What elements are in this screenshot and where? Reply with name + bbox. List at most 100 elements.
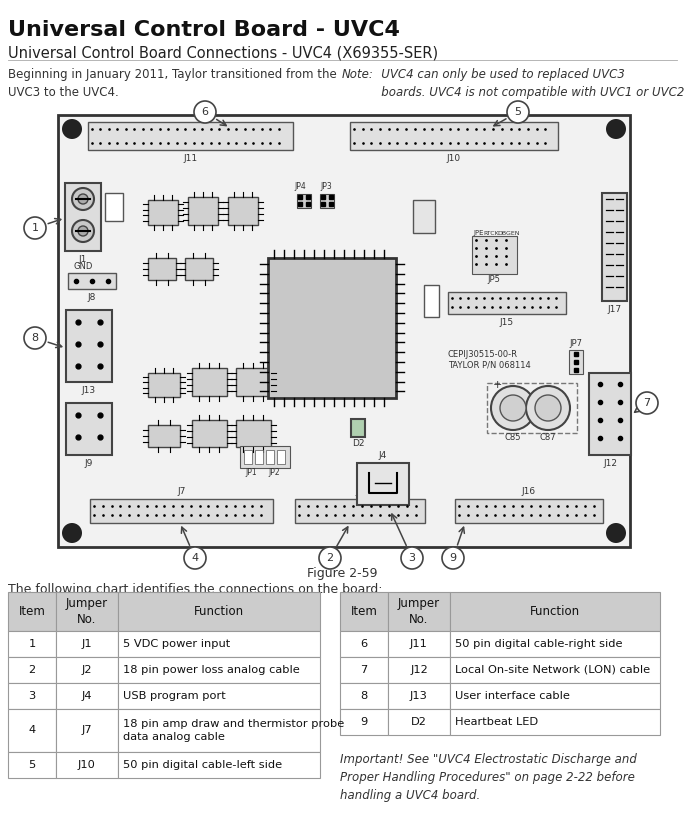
Bar <box>569 350 583 374</box>
Text: J11: J11 <box>184 154 197 163</box>
Bar <box>277 450 285 464</box>
Text: JP5: JP5 <box>488 275 501 284</box>
Text: 9: 9 <box>449 553 457 563</box>
Bar <box>424 285 439 317</box>
Bar <box>388 657 450 683</box>
Bar <box>413 200 435 233</box>
Text: J17: J17 <box>608 305 621 314</box>
Circle shape <box>319 547 341 569</box>
Circle shape <box>535 395 561 421</box>
Text: 7: 7 <box>643 398 651 408</box>
Text: CEPIJ30515-00-R: CEPIJ30515-00-R <box>448 350 518 359</box>
Text: Item: Item <box>351 605 377 618</box>
Text: J2: J2 <box>356 487 364 496</box>
Text: Figure 2-59: Figure 2-59 <box>307 567 377 580</box>
Bar <box>56 752 118 778</box>
Bar <box>118 657 320 683</box>
Bar <box>448 292 566 314</box>
Bar <box>240 446 290 468</box>
Circle shape <box>24 217 46 239</box>
Bar <box>68 273 116 289</box>
Text: Universal Control Board Connections - UVC4 (X69355-SER): Universal Control Board Connections - UV… <box>8 46 438 61</box>
Bar <box>118 709 320 752</box>
Text: J10: J10 <box>78 760 96 770</box>
Text: Universal Control Board - UVC4: Universal Control Board - UVC4 <box>8 20 400 40</box>
Text: J12: J12 <box>603 459 617 468</box>
Circle shape <box>24 327 46 349</box>
Text: JP3: JP3 <box>320 182 332 191</box>
Bar <box>118 592 320 631</box>
Bar <box>236 368 271 396</box>
Circle shape <box>606 523 626 543</box>
Bar <box>148 425 180 447</box>
Text: 5 VDC power input: 5 VDC power input <box>123 639 230 649</box>
Text: 5: 5 <box>514 107 521 117</box>
Text: TAYLOR P/N 068114: TAYLOR P/N 068114 <box>448 360 531 369</box>
Text: 6: 6 <box>360 639 368 649</box>
Circle shape <box>194 101 216 123</box>
Bar <box>192 420 227 447</box>
Circle shape <box>62 523 82 543</box>
Bar <box>450 683 660 709</box>
Bar <box>188 197 218 225</box>
Text: J1: J1 <box>82 639 92 649</box>
Bar <box>450 592 660 631</box>
Bar <box>118 631 320 657</box>
Circle shape <box>491 386 535 430</box>
Circle shape <box>526 386 570 430</box>
Bar <box>8 657 56 683</box>
Bar <box>340 683 388 709</box>
Text: The following chart identifies the connections on the board:: The following chart identifies the conne… <box>8 583 382 596</box>
Bar <box>350 122 558 150</box>
Bar <box>340 592 388 631</box>
Text: J7: J7 <box>82 726 92 736</box>
Text: J13: J13 <box>410 691 428 701</box>
Text: JP2: JP2 <box>268 468 279 477</box>
Bar <box>66 310 112 382</box>
Bar <box>340 657 388 683</box>
Bar <box>56 709 118 752</box>
Bar <box>268 258 396 398</box>
Text: J4: J4 <box>379 451 387 460</box>
Text: 2: 2 <box>327 553 334 563</box>
Text: 50 pin digital cable-right side: 50 pin digital cable-right side <box>455 639 623 649</box>
Bar <box>56 592 118 631</box>
Text: 7: 7 <box>360 665 368 675</box>
Circle shape <box>78 194 88 204</box>
Bar <box>589 373 631 455</box>
Text: RTCK: RTCK <box>483 231 499 236</box>
Text: D2: D2 <box>352 439 364 448</box>
Circle shape <box>184 547 206 569</box>
Text: 4: 4 <box>29 726 36 736</box>
Text: Beginning in January 2011, Taylor transitioned from the
UVC3 to the UVC4.: Beginning in January 2011, Taylor transi… <box>8 68 337 99</box>
Text: 18 pin amp draw and thermistor probe
data analog cable: 18 pin amp draw and thermistor probe dat… <box>123 719 345 741</box>
Text: JPE: JPE <box>473 230 484 236</box>
Bar <box>357 463 409 505</box>
Text: Heartbeat LED: Heartbeat LED <box>455 717 538 727</box>
Text: 3: 3 <box>408 553 416 563</box>
Text: User interface cable: User interface cable <box>455 691 570 701</box>
Bar <box>472 236 517 274</box>
Bar <box>185 258 213 280</box>
Bar <box>8 709 56 752</box>
Text: 1: 1 <box>28 639 36 649</box>
Circle shape <box>78 226 88 236</box>
Bar <box>388 592 450 631</box>
Text: Function: Function <box>530 605 580 618</box>
Circle shape <box>500 395 526 421</box>
Text: J1: J1 <box>79 255 87 264</box>
Text: J4: J4 <box>82 691 92 701</box>
Text: JP4: JP4 <box>294 182 306 191</box>
Bar <box>56 657 118 683</box>
Text: J11: J11 <box>410 639 428 649</box>
Bar <box>450 709 660 735</box>
Bar <box>295 499 425 523</box>
Bar <box>65 183 101 251</box>
Text: +: + <box>493 380 501 390</box>
Circle shape <box>62 119 82 139</box>
Bar <box>266 450 274 464</box>
Bar <box>450 657 660 683</box>
Bar <box>228 197 258 225</box>
Bar <box>66 403 112 455</box>
Text: Note:: Note: <box>342 68 374 81</box>
